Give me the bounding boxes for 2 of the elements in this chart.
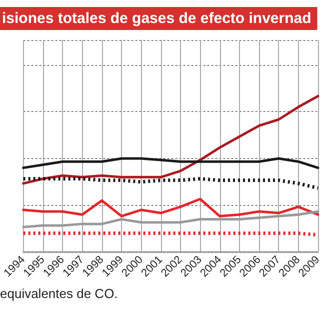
chart-title: isiones totales de gases de efecto invernad xyxy=(2,10,312,27)
text: equivalentes de CO. xyxy=(0,286,118,301)
